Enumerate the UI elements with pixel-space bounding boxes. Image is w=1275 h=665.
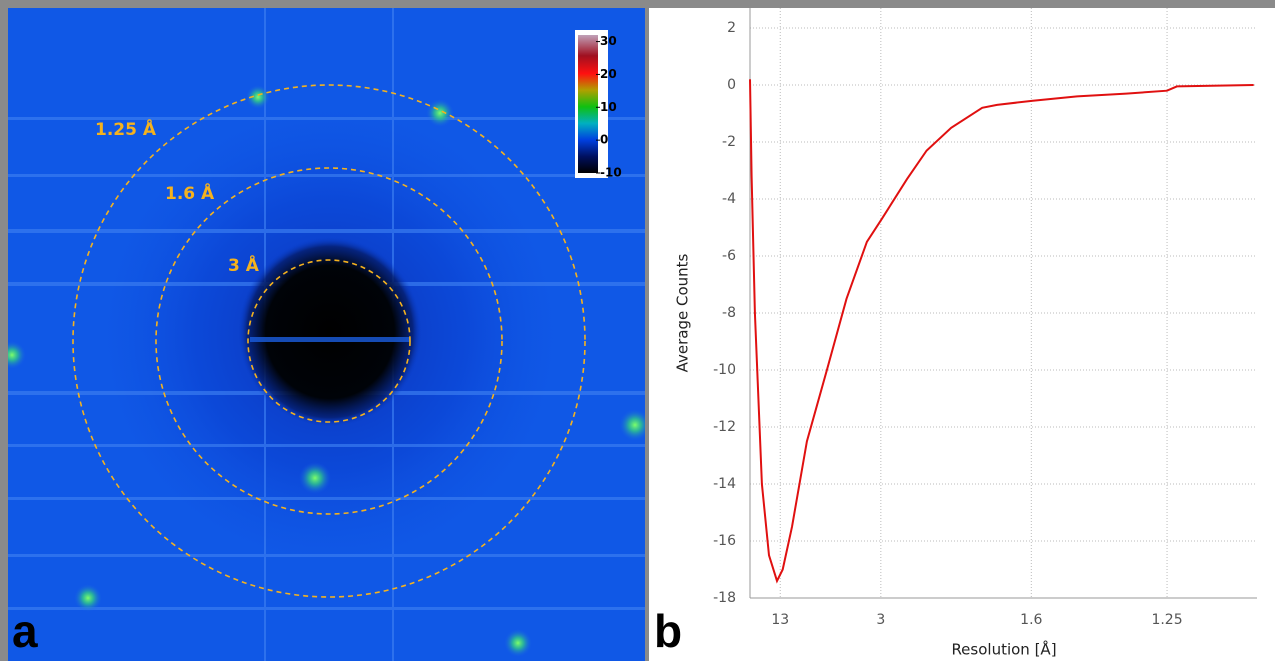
x-tick-label: 3 — [876, 612, 885, 628]
diffraction-image: 3 Å 1.6 Å 1.25 Å -10 0 10 20 30 — [8, 8, 645, 661]
frame — [0, 0, 8, 661]
y-tick-label: -18 — [713, 590, 736, 606]
y-tick-label: -12 — [713, 419, 736, 435]
y-tick-label: -14 — [713, 476, 736, 492]
x-tick-label: 13 — [771, 612, 789, 628]
colorbar-tick-label: 0 — [600, 133, 608, 147]
y-tick-label: -2 — [722, 134, 736, 150]
frame — [0, 0, 1275, 8]
colorbar-tick-label: 20 — [600, 67, 617, 81]
colorbar-tick-label: 10 — [600, 100, 617, 114]
y-tick-label: 2 — [727, 20, 736, 36]
panel-letter: a — [12, 605, 38, 657]
colorbar-tick-label: 30 — [600, 34, 617, 48]
y-tick-label: -8 — [722, 305, 736, 321]
ring-label: 3 Å — [228, 253, 260, 276]
y-tick-label: -10 — [713, 362, 736, 378]
y-axis-label: Average Counts — [674, 253, 692, 372]
x-axis-label: Resolution [Å] — [951, 640, 1056, 659]
ring-label: 1.6 Å — [165, 181, 215, 204]
y-tick-label: -16 — [713, 533, 736, 549]
x-tick-label: 1.25 — [1151, 612, 1182, 628]
y-tick-label: -6 — [722, 248, 736, 264]
y-tick-label: 0 — [727, 77, 736, 93]
x-tick-label: 1.6 — [1020, 612, 1042, 628]
frame — [645, 0, 649, 661]
colorbar-tick-label: -10 — [600, 166, 622, 180]
data-line — [749, 79, 1254, 584]
y-tick-label: -4 — [722, 191, 736, 207]
panel-letter: b — [654, 605, 682, 657]
colorbar — [578, 35, 598, 173]
ring-label: 1.25 Å — [95, 117, 157, 140]
